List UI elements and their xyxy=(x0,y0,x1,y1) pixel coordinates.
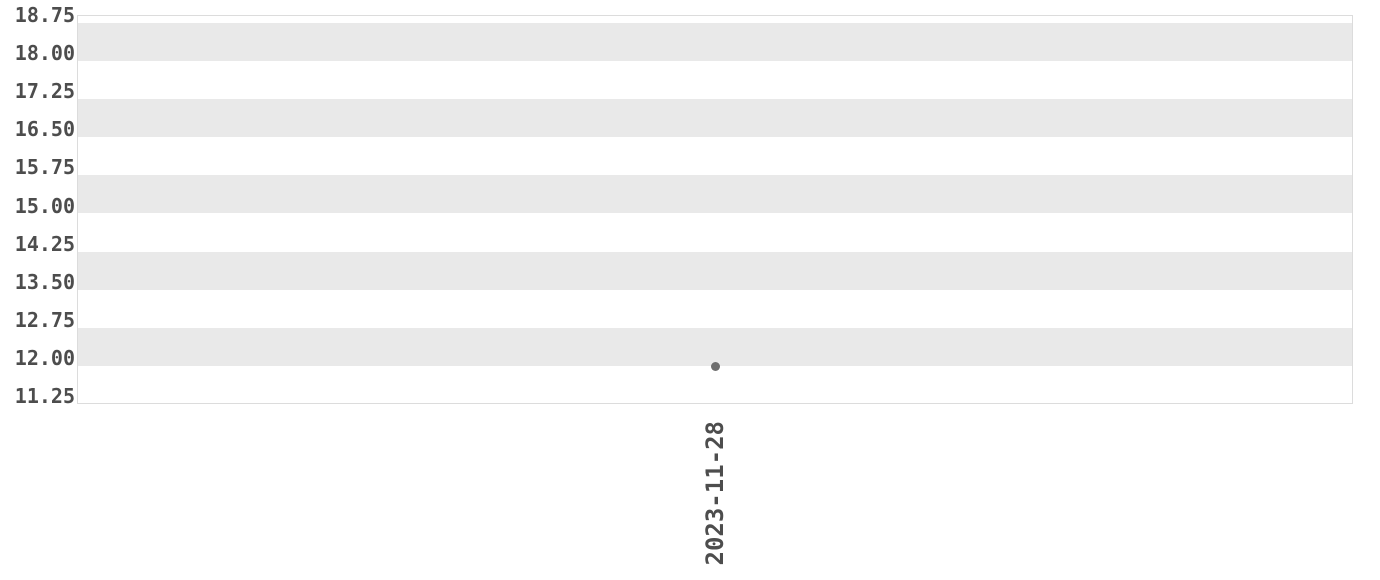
y-tick-label: 18.00 xyxy=(14,41,75,66)
y-tick-label: 15.75 xyxy=(14,155,75,180)
grid-band xyxy=(78,251,1352,290)
grid-band xyxy=(78,327,1352,366)
y-tick-label: 18.75 xyxy=(14,3,75,27)
x-axis-tick-label: 2023-11-28 xyxy=(701,421,729,566)
plot-area xyxy=(77,15,1353,404)
y-tick-label: 16.50 xyxy=(14,117,75,142)
data-point xyxy=(710,361,720,371)
y-tick-label: 14.25 xyxy=(14,231,75,256)
grid-band xyxy=(78,365,1352,403)
grid-band xyxy=(78,137,1352,176)
grid-band xyxy=(78,61,1352,100)
y-tick-label: 12.00 xyxy=(14,345,75,370)
y-tick-label: 13.50 xyxy=(14,269,75,294)
grid-band xyxy=(78,213,1352,252)
y-tick-label: 11.25 xyxy=(14,384,75,408)
grid-band xyxy=(78,99,1352,138)
y-tick-label: 15.00 xyxy=(14,193,75,218)
y-tick-label: 17.25 xyxy=(14,79,75,104)
y-tick-label: 12.75 xyxy=(14,307,75,332)
grid-band xyxy=(78,175,1352,214)
grid-band xyxy=(78,289,1352,328)
grid-band xyxy=(78,23,1352,62)
